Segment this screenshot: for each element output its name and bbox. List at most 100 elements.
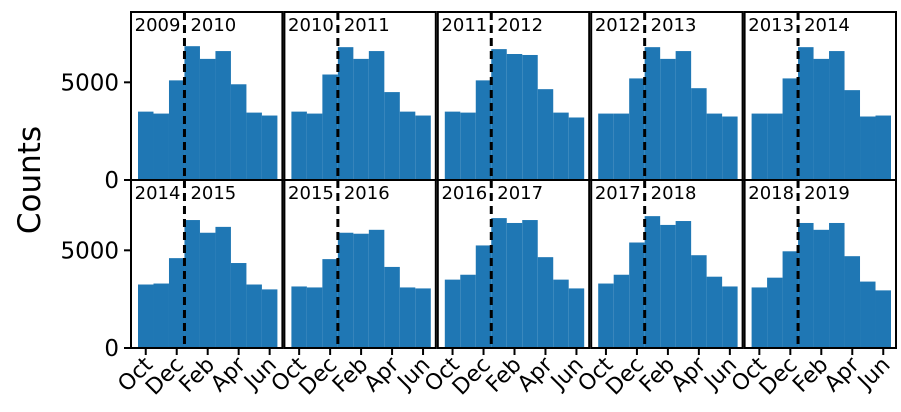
bar bbox=[691, 88, 707, 180]
bar bbox=[199, 58, 216, 180]
year-label: 2016 bbox=[441, 183, 487, 204]
bar bbox=[844, 256, 861, 348]
bar bbox=[553, 112, 569, 180]
year-label: 2014 bbox=[804, 15, 850, 36]
bar bbox=[261, 289, 278, 348]
bar bbox=[384, 266, 400, 348]
bar bbox=[767, 277, 783, 348]
bar bbox=[153, 283, 169, 348]
bar bbox=[691, 255, 707, 348]
bar bbox=[751, 287, 768, 348]
bar bbox=[813, 229, 830, 348]
bar bbox=[306, 113, 323, 180]
bar bbox=[568, 117, 585, 180]
bar bbox=[475, 80, 492, 180]
bar bbox=[598, 113, 614, 180]
bar bbox=[875, 115, 891, 180]
bar bbox=[353, 58, 369, 180]
bar bbox=[522, 54, 538, 180]
bar bbox=[246, 112, 262, 180]
bar bbox=[706, 276, 723, 348]
bar bbox=[598, 283, 614, 348]
bar bbox=[613, 113, 630, 180]
bar bbox=[537, 89, 554, 180]
bar bbox=[660, 58, 676, 180]
bar bbox=[460, 112, 476, 180]
bar bbox=[322, 74, 338, 180]
bar bbox=[875, 290, 891, 348]
bar bbox=[798, 222, 814, 348]
bar bbox=[613, 274, 630, 348]
bar bbox=[261, 115, 278, 180]
bar bbox=[829, 222, 845, 348]
bar bbox=[798, 47, 814, 180]
bar bbox=[322, 259, 338, 348]
bar bbox=[153, 113, 169, 180]
y-tick-label: 0 bbox=[104, 336, 119, 362]
year-label: 2018 bbox=[651, 183, 697, 204]
x-tick-label: Jun bbox=[852, 353, 895, 396]
year-label: 2017 bbox=[595, 183, 641, 204]
y-tick-label: 5000 bbox=[60, 238, 119, 264]
bar bbox=[291, 286, 307, 348]
bar bbox=[706, 113, 723, 180]
bar bbox=[168, 258, 185, 348]
bar bbox=[399, 111, 416, 180]
bar bbox=[675, 221, 692, 348]
bar bbox=[491, 218, 507, 348]
bar bbox=[368, 229, 385, 348]
bar bbox=[199, 232, 216, 348]
panel-frame bbox=[283, 179, 437, 349]
bar bbox=[829, 51, 845, 181]
bar bbox=[522, 220, 538, 348]
bar bbox=[368, 51, 385, 181]
bar bbox=[491, 49, 507, 181]
bar bbox=[353, 233, 369, 348]
bar bbox=[675, 51, 692, 181]
bar bbox=[537, 257, 554, 348]
bar bbox=[722, 286, 738, 348]
bar bbox=[215, 51, 231, 181]
bar bbox=[184, 220, 200, 348]
bar bbox=[813, 58, 830, 180]
bar bbox=[751, 113, 768, 180]
bar bbox=[384, 92, 400, 180]
bar bbox=[415, 288, 431, 348]
year-label: 2014 bbox=[135, 183, 181, 204]
bar bbox=[475, 245, 492, 348]
bar bbox=[399, 287, 416, 348]
bar bbox=[246, 284, 262, 348]
bar bbox=[860, 116, 876, 180]
bar bbox=[782, 78, 799, 180]
y-tick-label: 5000 bbox=[60, 70, 119, 96]
y-axis-label: Counts bbox=[12, 126, 48, 234]
bar bbox=[460, 274, 476, 348]
bar bbox=[306, 287, 323, 348]
bar bbox=[230, 263, 247, 348]
bar bbox=[553, 279, 569, 348]
bar bbox=[291, 111, 307, 180]
year-label: 2010 bbox=[288, 15, 334, 36]
bar bbox=[860, 281, 876, 348]
bar bbox=[568, 288, 585, 348]
bar bbox=[782, 251, 799, 348]
year-label: 2010 bbox=[190, 15, 236, 36]
bar bbox=[415, 115, 431, 180]
year-label: 2019 bbox=[804, 183, 850, 204]
y-tick-label: 0 bbox=[104, 168, 119, 194]
bar bbox=[230, 84, 247, 180]
bar bbox=[629, 242, 645, 348]
year-label: 2011 bbox=[441, 15, 487, 36]
bar bbox=[138, 111, 154, 180]
bar bbox=[138, 284, 154, 348]
bar bbox=[506, 222, 523, 348]
year-label: 2016 bbox=[344, 183, 390, 204]
year-label: 2009 bbox=[135, 15, 181, 36]
year-label: 2013 bbox=[651, 15, 697, 36]
bar bbox=[184, 46, 200, 180]
bar bbox=[629, 78, 645, 180]
year-label: 2012 bbox=[595, 15, 641, 36]
bar bbox=[337, 232, 354, 348]
